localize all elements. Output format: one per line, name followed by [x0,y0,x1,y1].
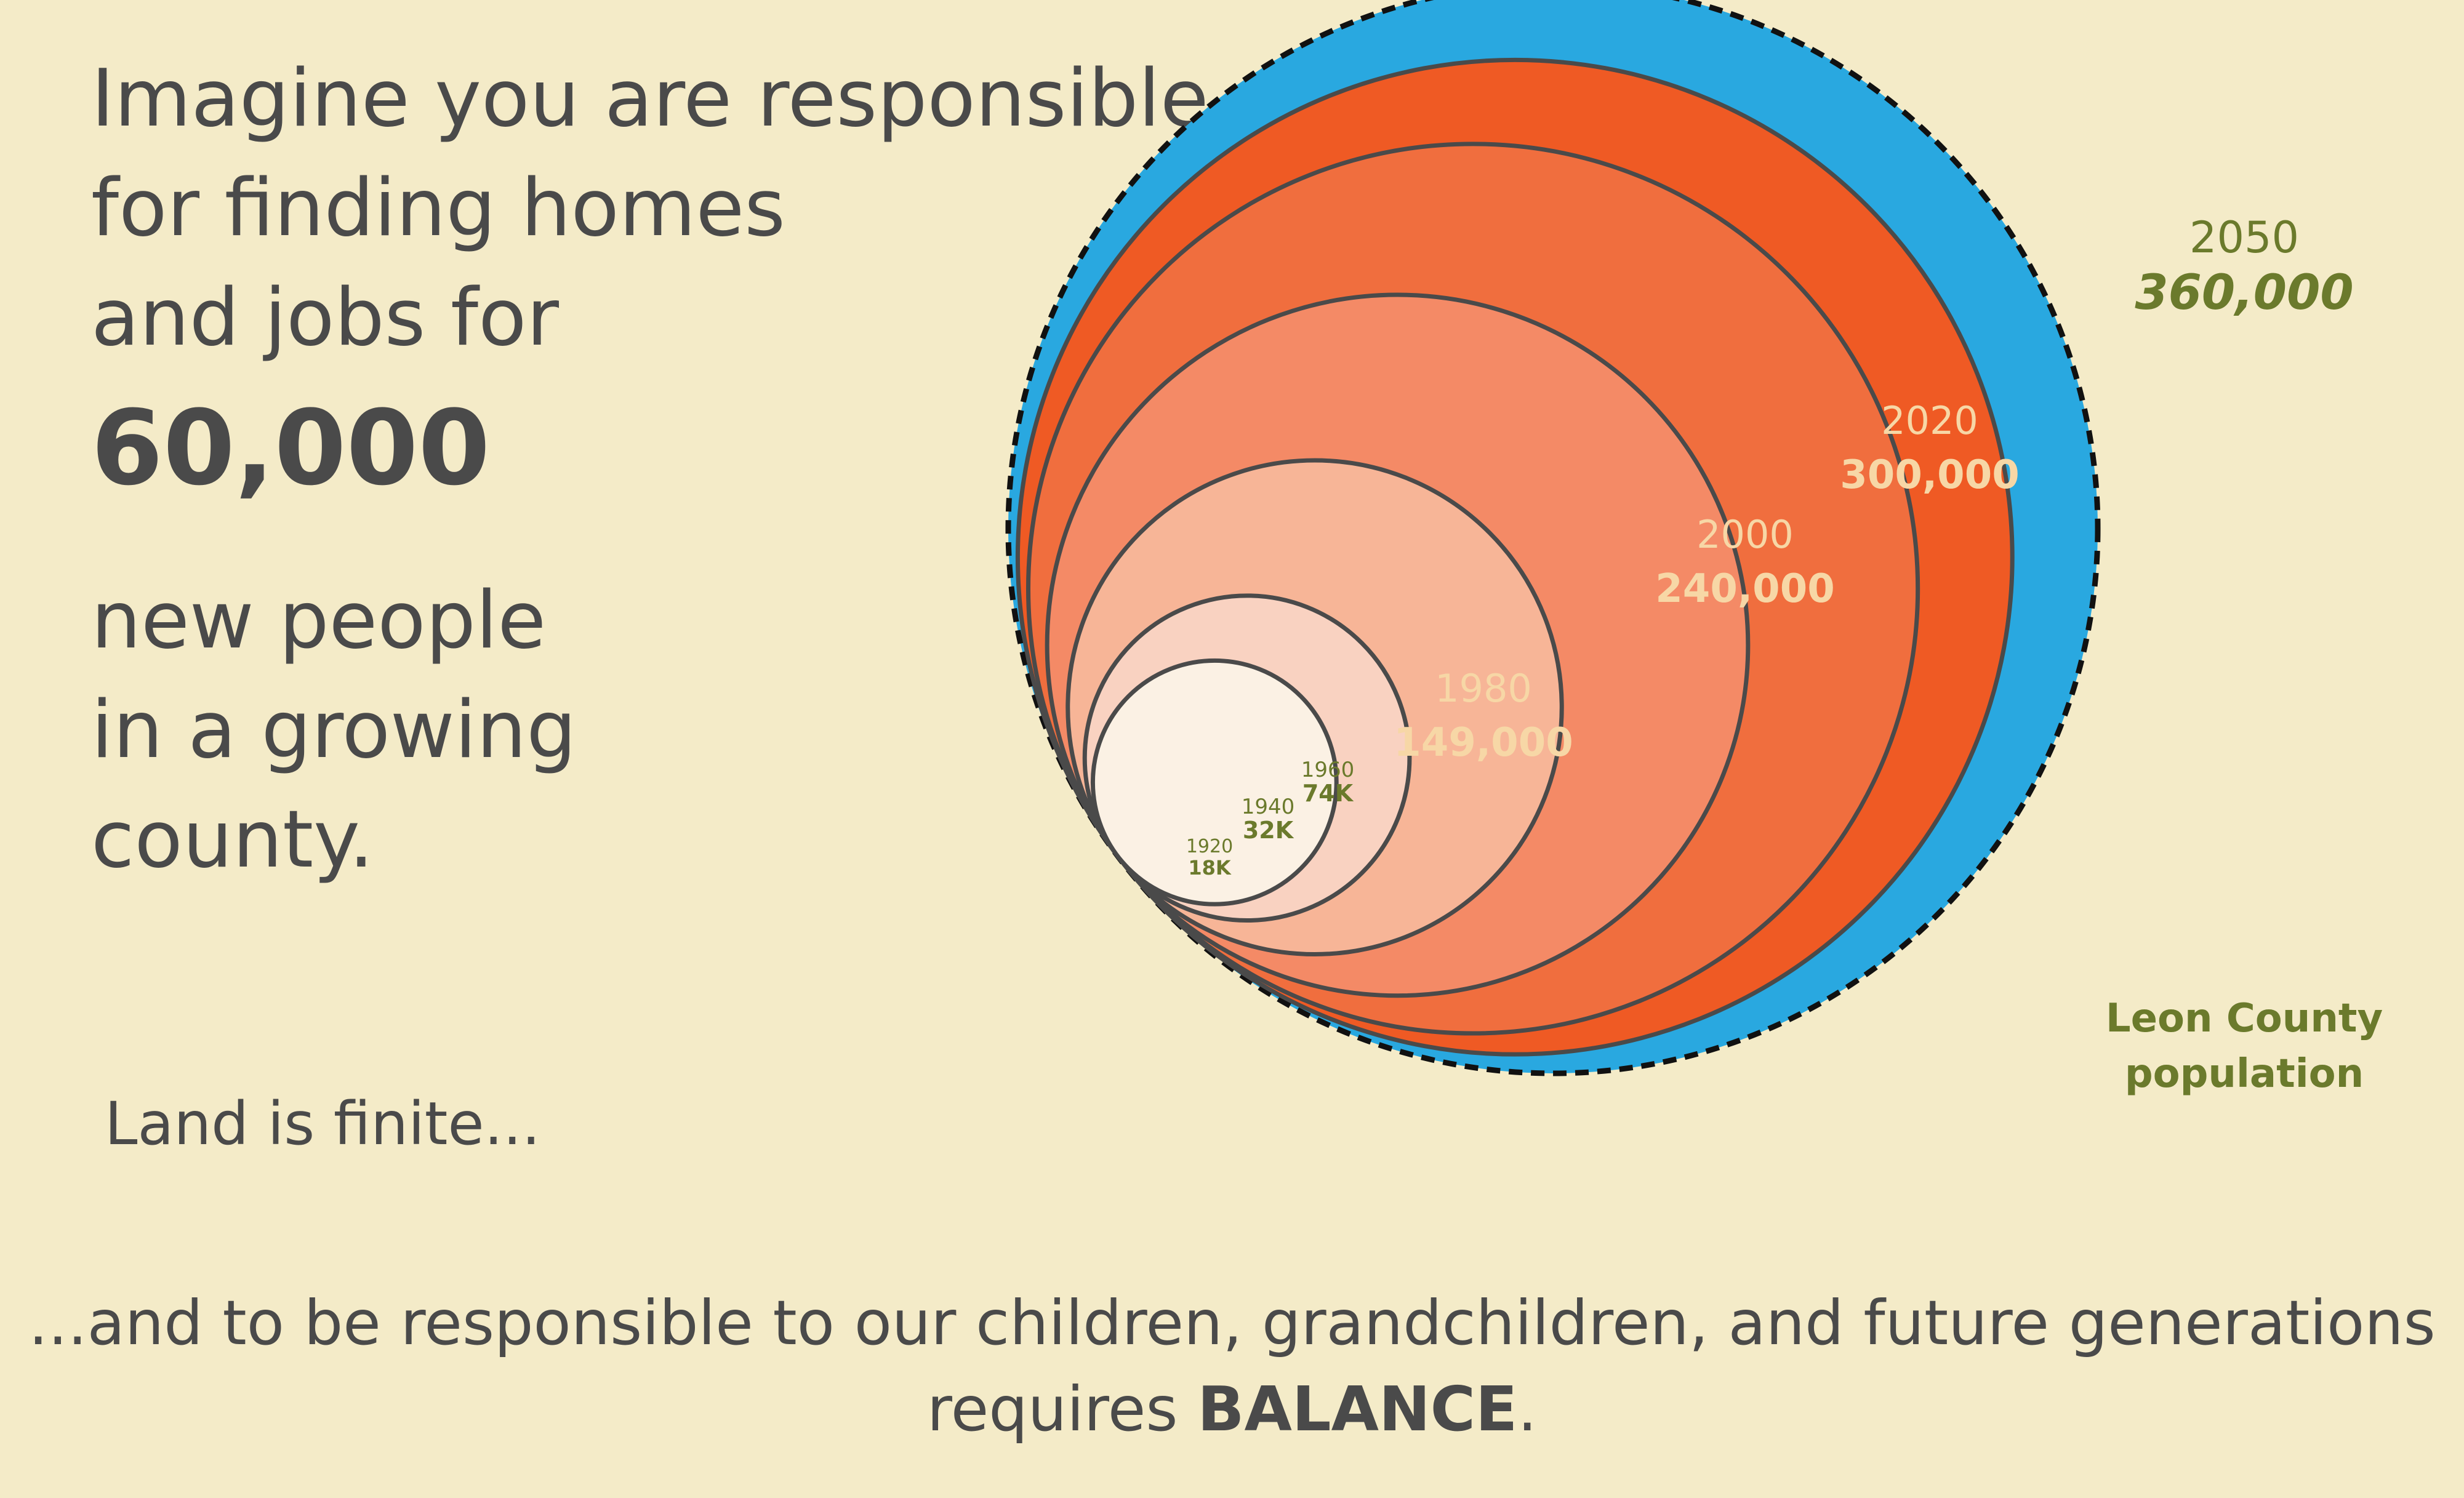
headline-number: 60,000 [91,388,491,508]
footer-line-2: requires BALANCE. [0,1366,2464,1452]
footer-line-1: ...and to be responsible to our children… [28,1287,2436,1359]
circles-group [1005,0,2101,1076]
footer-message: ...and to be responsible to our children… [0,1280,2464,1452]
year-label-1960: 1960 [1301,758,1355,782]
chart-caption-line-2: population [2125,1051,2364,1097]
footer-suffix: . [1517,1373,1538,1445]
headline-line-5: in a growing [91,684,577,776]
headline: Imagine you are responsible for finding … [91,44,1209,373]
headline-tail: new people in a growing county. [91,566,577,895]
footer-prefix: requires [926,1373,1198,1445]
value-label-2050: 360,000 [2135,265,2353,321]
headline-line-2: for finding homes [91,162,785,254]
year-label-2050: 2050 [2189,212,2299,263]
circle-1920 [1090,658,1339,907]
year-label-1920: 1920 [1186,836,1233,857]
headline-line-3: and jobs for [91,272,559,364]
year-label-1980: 1980 [1435,666,1532,711]
land-note: Land is finite... [105,1089,541,1158]
footer-emphasis: BALANCE [1197,1373,1518,1445]
headline-line-1: Imagine you are responsible [91,53,1209,145]
value-label-1980: 149,000 [1394,720,1573,766]
value-label-2000: 240,000 [1655,566,1835,612]
year-label-2020: 2020 [1881,398,1978,443]
year-label-2000: 2000 [1696,512,1794,557]
headline-line-6: county. [91,794,374,886]
value-label-1960: 74K [1302,780,1354,807]
chart-caption-line-1: Leon County [2106,996,2383,1041]
value-label-2020: 300,000 [1840,452,2020,498]
year-label-1940: 1940 [1242,795,1295,819]
value-label-1940: 32K [1243,817,1294,844]
headline-line-4: new people [91,575,547,667]
value-label-1920: 18K [1188,856,1232,879]
